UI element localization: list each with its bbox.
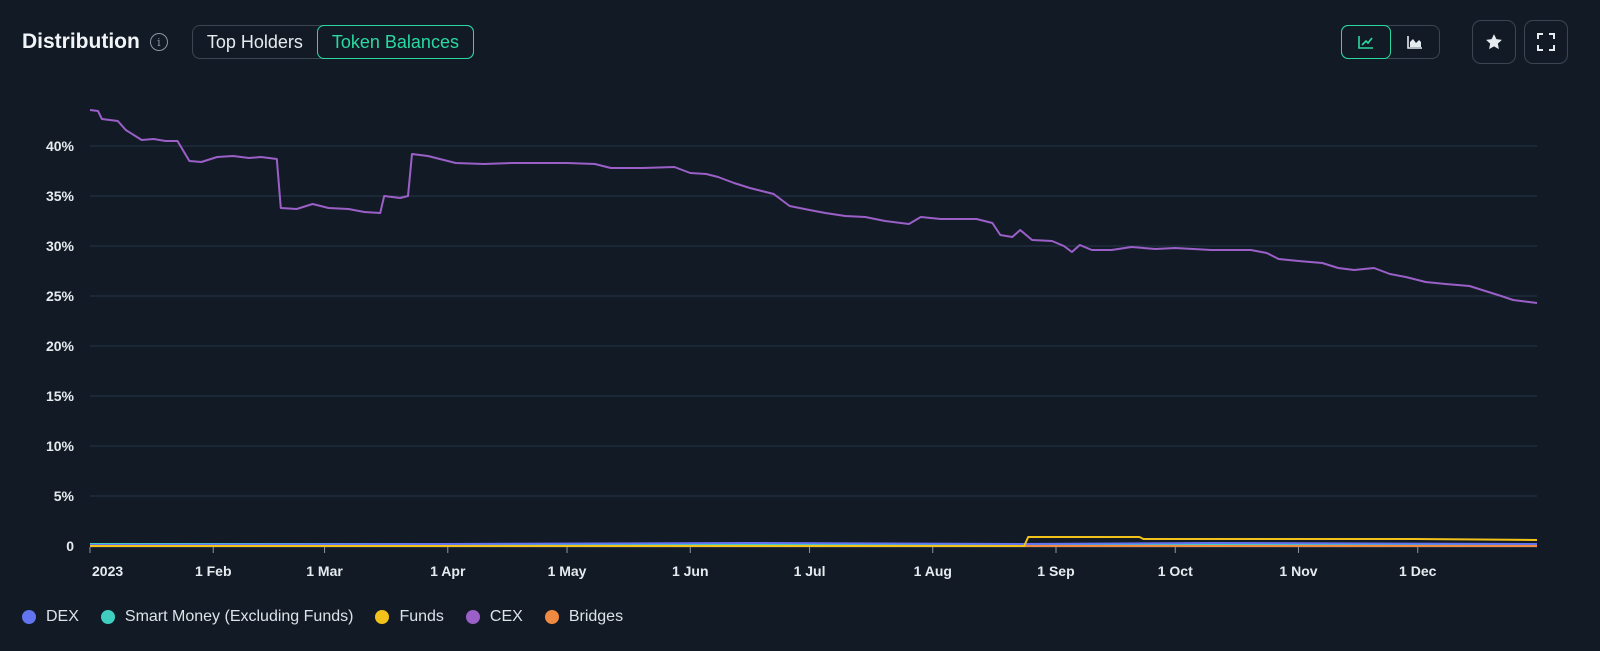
legend-dot [22,610,36,624]
chart-header: Distribution i Top Holders Token Balance… [22,24,474,60]
star-icon [1486,34,1502,50]
series-line-cex[interactable] [89,109,1538,304]
series-lines [89,109,1538,547]
y-tick-label: 40% [46,138,75,154]
legend-label: Smart Money (Excluding Funds) [124,608,354,625]
info-icon[interactable]: i [149,33,168,51]
legend-label: CEX [489,608,523,625]
y-tick-label: 5% [54,488,75,504]
y-tick-label: 10% [46,438,75,454]
x-tick-label: 1 Mar [306,563,343,579]
legend-dot [100,610,115,624]
area-chart-button[interactable] [1391,26,1439,58]
legend-item-dex[interactable]: DEX [22,608,79,626]
legend-dot [465,610,480,624]
x-tick-label: 2023 [92,563,123,579]
favorite-button[interactable] [1472,20,1516,64]
x-axis-ticks: 2023 1 Feb 1 Mar 1 Apr 1 May 1 Jun 1 Jul 1 Aug 1… [89,547,1437,579]
legend-item-bridges[interactable]: Bridges [544,608,624,626]
y-tick-label: 30% [46,238,75,254]
x-tick-label: 1 Apr [430,563,466,579]
view-tabs: Top Holders Token Balances [191,25,474,59]
legend-label: Bridges [568,608,624,625]
x-tick-label: 1 Sep [1037,563,1074,579]
legend-label: Funds [399,608,444,625]
series-line-dex[interactable] [89,542,1538,546]
x-tick-label: 1 May [548,563,587,579]
page-title: Distribution [22,30,140,53]
y-axis-ticks: 0 5% 10% 15% 20% 25% 30% 35% 40% [46,138,75,554]
y-tick-label: 15% [46,388,75,404]
x-tick-label: 1 Feb [195,563,232,579]
legend-item-smart-money[interactable]: Smart Money (Excluding Funds) [100,608,354,626]
legend-item-funds[interactable]: Funds [375,608,444,626]
y-tick-label: 0 [66,538,74,554]
area-chart-icon [1407,36,1422,49]
fullscreen-button[interactable] [1524,20,1568,64]
distribution-chart: 0 5% 10% 15% 20% 25% 30% 35% 40% 2023 1 Feb 1 Mar 1… [46,109,1538,579]
tab-top-holders[interactable]: Top Holders [206,31,303,52]
x-tick-label: 1 Jul [794,563,826,579]
legend-dot [544,610,559,624]
line-chart-button[interactable] [1341,25,1391,59]
series-line-funds[interactable] [90,536,1538,547]
fullscreen-icon [1537,33,1555,51]
chart-legend: DEX Smart Money (Excluding Funds) Funds … [22,608,645,626]
tab-token-balances[interactable]: Token Balances [316,25,474,59]
x-tick-label: 1 Jun [672,563,709,579]
y-tick-label: 20% [46,338,75,354]
chart-toolbar [1341,20,1568,64]
x-tick-label: 1 Dec [1399,563,1437,579]
legend-item-cex[interactable]: CEX [465,608,523,626]
x-tick-label: 1 Nov [1279,563,1317,579]
legend-label: DEX [46,608,79,625]
y-tick-label: 25% [46,288,75,304]
line-chart-icon [1358,36,1373,49]
x-tick-label: 1 Aug [914,563,952,579]
chart-mode-toggle [1341,25,1440,59]
x-tick-label: 1 Oct [1158,563,1193,579]
y-tick-label: 35% [46,188,75,204]
legend-dot [375,610,390,624]
